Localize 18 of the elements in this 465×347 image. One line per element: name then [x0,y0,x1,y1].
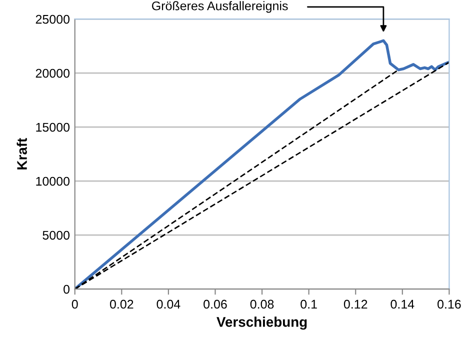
x-tick-label: 0.04 [156,300,180,309]
y-tick-label: 25000 [36,14,70,24]
y-tick-label: 20000 [36,68,70,78]
x-tick-label: 0.14 [390,300,414,309]
y-tick-label: 15000 [36,122,70,132]
x-axis-title: Verschiebung [216,316,307,330]
x-tick-label: 0.12 [344,300,368,309]
y-axis-title: Kraft [16,138,27,170]
y-tick-label: 10000 [36,176,70,186]
text: Größeres Ausfallereignis [152,1,288,13]
x-tick-label: 0.1 [300,300,317,309]
x-tick-label: 0.06 [204,300,227,309]
x-tick-label: 0.16 [438,300,461,309]
x-tick-label: 0 [72,300,78,309]
y-tick-label: 0 [64,284,70,294]
x-tick-label: 0.08 [250,300,274,309]
y-tick-label: 5000 [42,230,70,240]
x-tick-label: 0.02 [110,300,134,309]
